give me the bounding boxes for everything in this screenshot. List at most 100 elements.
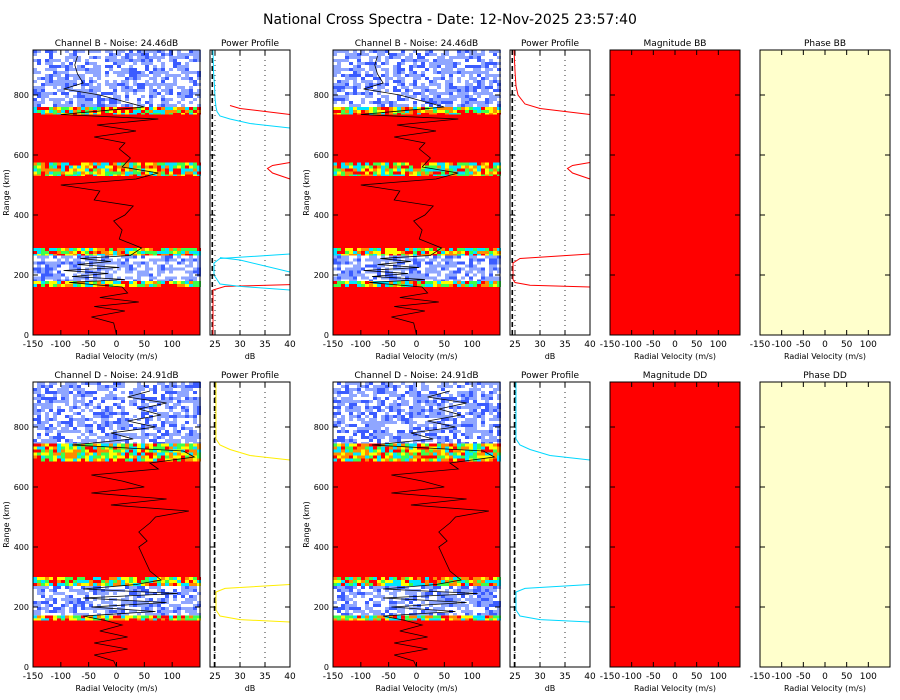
edge-cell bbox=[57, 110, 61, 113]
edge-cell bbox=[149, 162, 153, 166]
noise-cell bbox=[481, 385, 485, 388]
noise-cell bbox=[449, 595, 453, 598]
panel-title: Power Profile bbox=[521, 39, 580, 49]
edge-cell bbox=[481, 168, 485, 172]
noise-cell bbox=[125, 53, 129, 56]
edge-cell bbox=[137, 284, 141, 287]
noise-cell bbox=[97, 607, 101, 610]
noise-cell bbox=[133, 601, 137, 604]
edge-cell bbox=[53, 443, 57, 447]
edge-cell bbox=[473, 174, 477, 176]
x-tick-label: 35 bbox=[259, 672, 270, 682]
noise-cell bbox=[489, 264, 493, 268]
edge-cell bbox=[409, 254, 413, 256]
edge-cell bbox=[165, 458, 169, 462]
edge-cell bbox=[145, 248, 149, 251]
noise-cell bbox=[389, 104, 393, 107]
noise-cell bbox=[117, 95, 121, 98]
edge-cell bbox=[485, 577, 489, 580]
noise-cell bbox=[477, 261, 481, 265]
noise-cell bbox=[61, 77, 65, 80]
noise-cell bbox=[381, 50, 385, 53]
noise-cell bbox=[461, 589, 465, 592]
edge-cell bbox=[345, 162, 349, 166]
noise-cell bbox=[409, 276, 413, 280]
edge-cell bbox=[101, 458, 105, 462]
noise-cell bbox=[149, 433, 153, 436]
noise-cell bbox=[85, 427, 89, 430]
edge-cell bbox=[133, 110, 137, 113]
x-tick-label: 30 bbox=[234, 672, 246, 682]
edge-cell bbox=[149, 449, 153, 453]
edge-cell bbox=[85, 254, 89, 256]
edge-cell bbox=[149, 458, 153, 462]
edge-cell bbox=[457, 446, 461, 450]
edge-cell bbox=[365, 452, 369, 456]
edge-cell bbox=[81, 174, 85, 176]
edge-cell bbox=[53, 577, 57, 580]
noise-cell bbox=[53, 261, 57, 265]
noise-cell bbox=[417, 391, 421, 394]
noise-cell bbox=[389, 607, 393, 610]
noise-cell bbox=[125, 595, 129, 598]
edge-cell bbox=[165, 171, 169, 175]
x-tick-label: -150 bbox=[23, 672, 44, 682]
noise-cell bbox=[109, 83, 113, 86]
edge-cell bbox=[41, 254, 45, 256]
noise-cell bbox=[341, 83, 345, 86]
noise-cell bbox=[137, 592, 141, 595]
noise-cell bbox=[497, 255, 501, 259]
edge-cell bbox=[121, 162, 125, 166]
edge-cell bbox=[401, 248, 405, 251]
edge-cell bbox=[441, 162, 445, 166]
edge-cell bbox=[97, 577, 101, 580]
edge-cell bbox=[125, 580, 129, 583]
edge-cell bbox=[341, 618, 345, 621]
noise-cell bbox=[437, 92, 441, 95]
noise-cell bbox=[97, 385, 101, 388]
noise-cell bbox=[349, 53, 353, 56]
noise-cell bbox=[357, 589, 361, 592]
edge-cell bbox=[397, 248, 401, 251]
noise-cell bbox=[165, 439, 169, 442]
noise-cell bbox=[193, 439, 197, 442]
noise-cell bbox=[433, 62, 437, 65]
noise-cell bbox=[445, 92, 449, 95]
edge-cell bbox=[493, 577, 497, 580]
noise-cell bbox=[333, 92, 337, 95]
noise-cell bbox=[177, 397, 181, 400]
edge-cell bbox=[61, 168, 65, 172]
noise-cell bbox=[441, 607, 445, 610]
noise-cell bbox=[361, 610, 365, 613]
edge-cell bbox=[481, 284, 485, 287]
edge-cell bbox=[89, 580, 93, 583]
noise-cell bbox=[341, 613, 345, 616]
x-tick-label: 100 bbox=[860, 340, 877, 350]
noise-cell bbox=[93, 433, 97, 436]
noise-cell bbox=[405, 592, 409, 595]
noise-cell bbox=[41, 592, 45, 595]
edge-cell bbox=[493, 452, 497, 456]
noise-cell bbox=[433, 589, 437, 592]
noise-cell bbox=[485, 598, 489, 601]
noise-cell bbox=[177, 65, 181, 68]
noise-cell bbox=[81, 604, 85, 607]
edge-cell bbox=[469, 162, 473, 166]
noise-cell bbox=[413, 65, 417, 68]
noise-cell bbox=[333, 65, 337, 68]
noise-cell bbox=[109, 273, 113, 277]
noise-cell bbox=[141, 388, 145, 391]
noise-cell bbox=[197, 255, 201, 259]
noise-cell bbox=[145, 267, 149, 271]
edge-cell bbox=[441, 107, 445, 110]
edge-cell bbox=[341, 458, 345, 462]
edge-cell bbox=[189, 583, 193, 586]
edge-cell bbox=[33, 251, 37, 254]
noise-cell bbox=[181, 400, 185, 403]
edge-cell bbox=[145, 113, 149, 115]
edge-cell bbox=[377, 171, 381, 175]
noise-cell bbox=[77, 101, 81, 104]
edge-cell bbox=[169, 254, 173, 256]
noise-cell bbox=[177, 86, 181, 89]
edge-cell bbox=[417, 168, 421, 172]
